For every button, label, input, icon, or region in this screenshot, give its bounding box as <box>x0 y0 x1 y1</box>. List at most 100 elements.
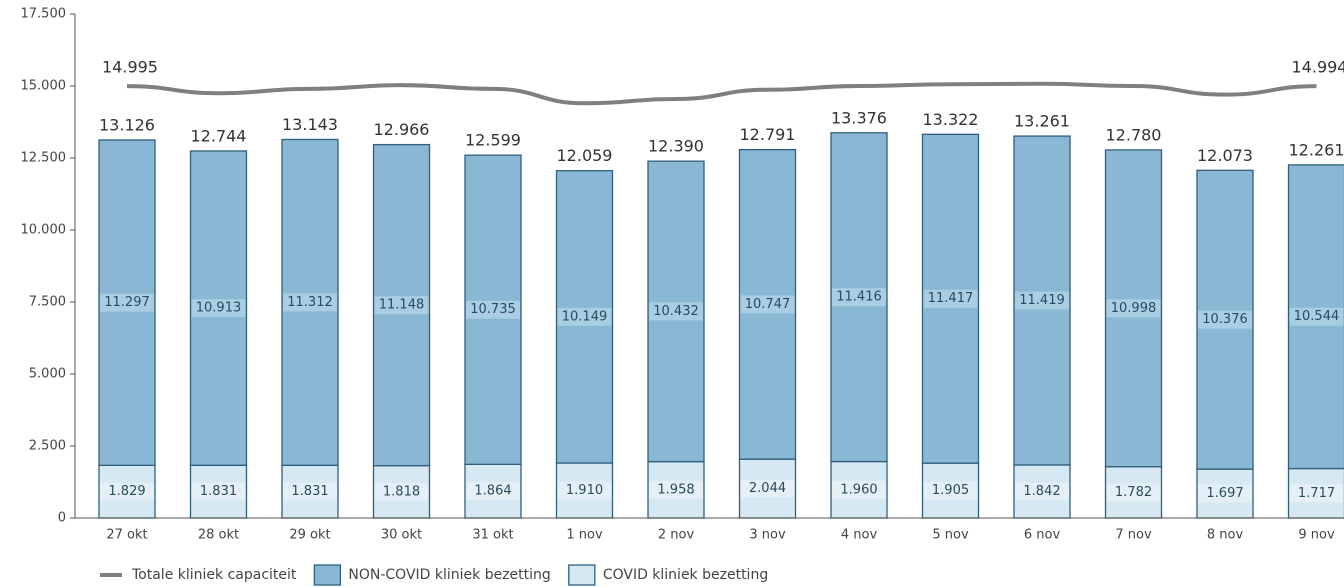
total-label: 12.390 <box>648 137 704 156</box>
value-label-bg <box>832 288 886 307</box>
legend-swatch <box>568 564 596 586</box>
total-label: 13.376 <box>831 108 887 127</box>
y-tick-label: 10.000 <box>21 223 67 238</box>
x-tick-label: 30 okt <box>381 528 422 543</box>
value-label: 1.831 <box>200 484 237 499</box>
value-label: 10.432 <box>653 304 699 319</box>
value-label-bg <box>100 482 154 501</box>
total-label: 13.143 <box>282 115 338 134</box>
y-tick-label: 5.000 <box>29 367 66 382</box>
value-label-bg <box>1015 482 1069 501</box>
value-label: 10.998 <box>1111 301 1157 316</box>
value-label: 10.149 <box>562 309 608 324</box>
value-label-bg <box>191 299 246 318</box>
line-label: 14.995 <box>102 58 158 77</box>
legend-label: NON-COVID kliniek bezetting <box>348 567 550 583</box>
value-label: 1.842 <box>1023 484 1060 499</box>
total-label: 12.966 <box>374 120 430 139</box>
total-label: 12.073 <box>1197 146 1253 165</box>
value-label: 10.544 <box>1294 309 1340 324</box>
total-label: 12.059 <box>557 146 613 165</box>
value-label-bg <box>1015 291 1069 310</box>
value-label-bg <box>1198 484 1252 503</box>
total-label: 13.261 <box>1014 112 1070 131</box>
x-tick-label: 27 okt <box>106 528 147 543</box>
x-tick-label: 4 nov <box>841 528 878 543</box>
value-label: 10.747 <box>745 297 791 312</box>
total-label: 12.599 <box>465 131 521 150</box>
value-label-bg <box>374 482 429 501</box>
legend-label: COVID kliniek bezetting <box>603 567 768 583</box>
value-label: 10.376 <box>1202 312 1248 327</box>
value-label-bg <box>100 293 154 312</box>
value-label: 11.312 <box>287 295 333 310</box>
value-label-bg <box>1289 307 1344 326</box>
value-label-bg <box>1289 484 1344 503</box>
total-label: 12.791 <box>740 125 796 144</box>
value-label-bg <box>923 481 978 500</box>
y-tick-label: 17.500 <box>21 7 67 22</box>
value-label-bg <box>466 300 520 319</box>
x-tick-label: 5 nov <box>932 528 969 543</box>
y-tick-label: 15.000 <box>21 79 67 94</box>
total-label: 12.780 <box>1106 125 1162 144</box>
x-tick-label: 2 nov <box>658 528 695 543</box>
value-label: 11.297 <box>104 295 150 310</box>
x-tick-label: 6 nov <box>1024 528 1061 543</box>
value-label: 1.782 <box>1115 485 1152 500</box>
value-label-bg <box>466 482 520 501</box>
x-tick-label: 31 okt <box>472 528 513 543</box>
line-label: 14.994 <box>1292 58 1344 77</box>
value-label-bg <box>283 482 337 501</box>
value-label: 1.829 <box>108 484 145 499</box>
value-label-bg <box>283 293 337 312</box>
value-label-bg <box>1198 310 1252 329</box>
legend-label: Totale kliniek capaciteit <box>131 567 297 583</box>
value-label-bg <box>923 289 978 308</box>
value-label: 1.958 <box>657 482 694 497</box>
value-label-bg <box>374 296 429 315</box>
y-tick-label: 0 <box>58 511 66 526</box>
value-label: 10.735 <box>470 302 516 317</box>
value-label: 11.416 <box>836 290 882 305</box>
legend-swatch <box>313 564 342 586</box>
value-label: 11.419 <box>1019 293 1065 308</box>
value-label-bg <box>649 302 703 321</box>
total-label: 12.744 <box>191 126 247 145</box>
value-label: 1.864 <box>474 484 511 499</box>
value-label-bg <box>740 479 795 498</box>
value-label: 11.148 <box>379 298 425 313</box>
y-tick-label: 2.500 <box>29 439 66 454</box>
value-label-bg <box>557 481 612 500</box>
value-label: 1.717 <box>1298 486 1335 501</box>
value-label: 11.417 <box>928 291 974 306</box>
value-label: 1.697 <box>1206 486 1243 501</box>
value-label-bg <box>649 480 703 499</box>
value-label: 1.831 <box>291 484 328 499</box>
value-label: 10.913 <box>196 301 242 316</box>
value-label-bg <box>191 482 246 501</box>
value-label-bg <box>1106 483 1161 502</box>
value-label: 2.044 <box>749 481 786 496</box>
x-tick-label: 3 nov <box>749 528 786 543</box>
value-label: 1.905 <box>932 483 969 498</box>
value-label-bg <box>832 480 886 499</box>
value-label-bg <box>1106 299 1161 318</box>
value-label-bg <box>557 307 612 326</box>
capacity-line <box>126 81 1317 106</box>
total-label: 13.126 <box>99 115 155 134</box>
x-tick-label: 28 okt <box>198 528 239 543</box>
y-tick-label: 12.500 <box>21 151 67 166</box>
x-tick-label: 9 nov <box>1298 528 1335 543</box>
value-label: 1.960 <box>840 482 877 497</box>
x-tick-label: 8 nov <box>1207 528 1244 543</box>
total-label: 12.261 <box>1289 140 1344 159</box>
total-label: 13.322 <box>923 110 979 129</box>
x-tick-label: 29 okt <box>289 528 330 543</box>
value-label: 1.818 <box>383 484 420 499</box>
value-label: 1.910 <box>566 483 603 498</box>
value-label-bg <box>740 295 795 314</box>
x-tick-label: 1 nov <box>566 528 603 543</box>
x-tick-label: 7 nov <box>1115 528 1152 543</box>
